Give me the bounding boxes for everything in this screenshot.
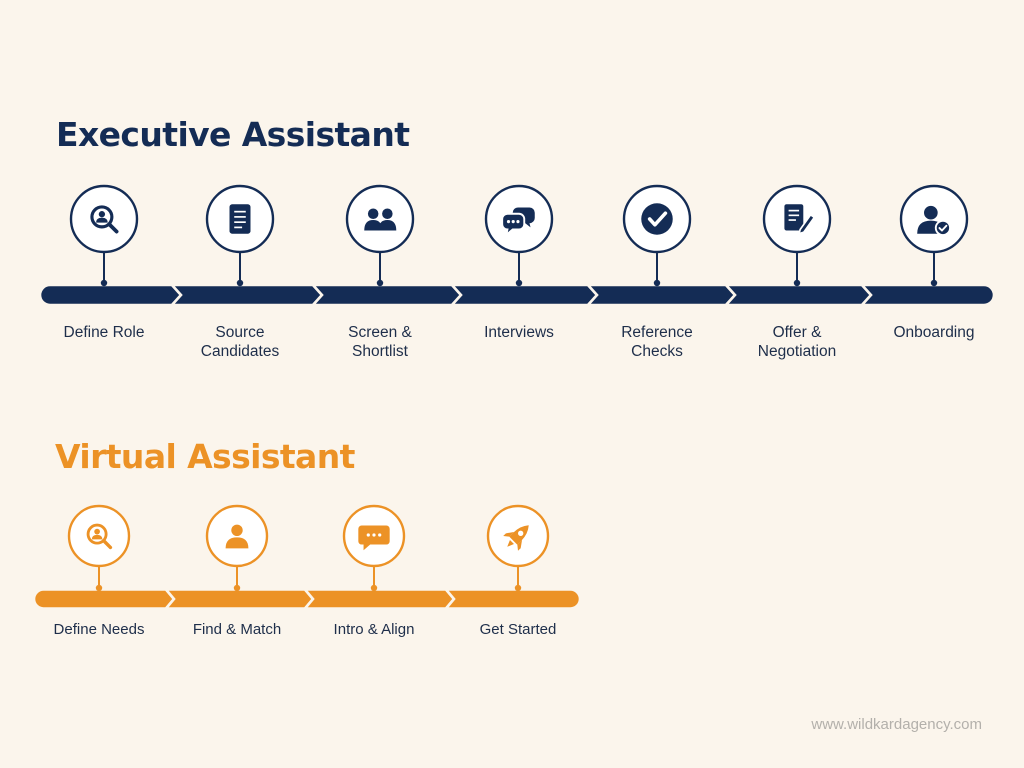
executive-step-circle-onboarding — [899, 184, 969, 254]
chat-bubbles-icon — [501, 207, 535, 238]
executive-step-label-line: Screen & — [348, 324, 412, 341]
virtual-step-circle-find-and-match — [205, 504, 269, 568]
executive-step-circle-screen-and-shortlist — [345, 184, 415, 254]
website-watermark: www.wildkardagency.com — [811, 716, 982, 733]
executive-step-label-define-role: Define Role — [64, 323, 145, 342]
executive-step-label-line: Offer & — [772, 324, 822, 341]
group-icon — [364, 208, 397, 231]
virtual-step-label-find-and-match: Find & Match — [193, 621, 281, 639]
executive-step-label-offer-and-negotiation: Offer & Negotiation — [758, 323, 836, 361]
executive-step-label-line: Checks — [631, 343, 683, 360]
virtual-step-label-intro-and-align: Intro & Align — [334, 621, 415, 639]
executive-step-label-line: Interviews — [484, 324, 554, 341]
executive-connector-dot — [376, 279, 384, 287]
chat-icon — [358, 525, 390, 551]
virtual-connector-dot — [95, 584, 103, 592]
virtual-step-label-get-started: Get Started — [480, 621, 557, 639]
virtual-chevron-segment — [163, 588, 315, 610]
virtual-assistant-title: Virtual Assistant — [55, 437, 355, 476]
executive-connector-dot — [653, 279, 661, 287]
virtual-step-label-line: Find & Match — [192, 621, 282, 638]
document-icon — [229, 204, 251, 234]
virtual-connector-dot — [233, 584, 241, 592]
executive-step-label-line: Shortlist — [351, 343, 408, 360]
person-icon — [225, 524, 249, 549]
executive-step-label-interviews: Interviews — [484, 323, 554, 342]
user-check-icon — [917, 205, 952, 237]
virtual-connector-dot — [514, 584, 522, 592]
virtual-chevron-segment — [302, 588, 456, 610]
executive-step-label-line: Define Role — [63, 324, 145, 341]
executive-connector-dot — [515, 279, 523, 287]
rocket-icon — [503, 525, 529, 551]
virtual-step-label-define-needs: Define Needs — [54, 621, 145, 639]
virtual-chevron-segment — [32, 588, 176, 610]
executive-connector-dot — [100, 279, 108, 287]
virtual-step-label-line: Get Started — [479, 621, 557, 638]
executive-step-label-onboarding: Onboarding — [893, 323, 974, 342]
virtual-chevron-segment — [443, 588, 582, 610]
virtual-connector-dot — [370, 584, 378, 592]
virtual-step-label-line: Define Needs — [53, 621, 145, 638]
executive-chevron-segment — [859, 283, 996, 307]
executive-step-label-source-candidates: Source Candidates — [201, 323, 279, 361]
executive-connector-dot — [793, 279, 801, 287]
executive-step-label-line: Negotiation — [757, 343, 837, 360]
executive-step-label-line: Onboarding — [893, 324, 975, 341]
virtual-step-label-line: Intro & Align — [333, 621, 415, 638]
contract-pen-icon — [784, 204, 816, 235]
executive-assistant-title: Executive Assistant — [56, 115, 410, 154]
executive-step-label-screen-and-shortlist: Screen & Shortlist — [348, 323, 412, 361]
checkmark-icon — [641, 203, 673, 235]
executive-step-label-reference-checks: Reference Checks — [621, 323, 693, 361]
executive-step-label-line: Candidates — [200, 343, 280, 360]
search-user-icon — [86, 523, 113, 550]
executive-connector-dot — [236, 279, 244, 287]
executive-step-label-line: Reference — [621, 324, 693, 341]
executive-connector-dot — [930, 279, 938, 287]
search-user-icon — [90, 205, 119, 234]
executive-step-label-line: Source — [215, 324, 265, 341]
